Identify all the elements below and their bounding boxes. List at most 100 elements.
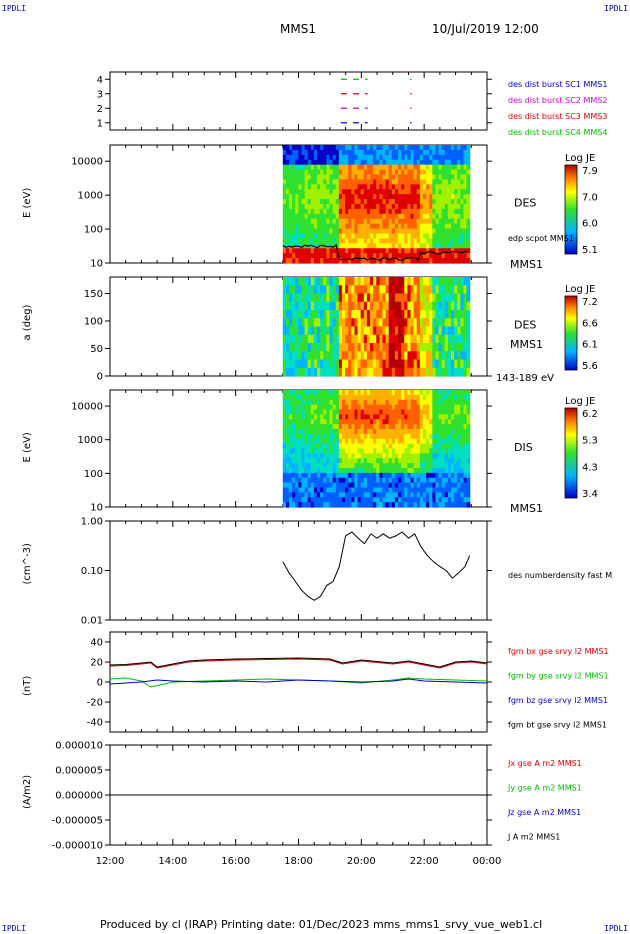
- spectrogram-cell: [391, 359, 396, 369]
- spectrogram-cell: [360, 248, 365, 254]
- spectrogram-cell: [351, 390, 356, 396]
- spectrogram-cell: [419, 438, 424, 445]
- spectrogram-cell: [388, 145, 393, 151]
- spectrogram-cell: [463, 149, 468, 156]
- spectrogram-cell: [360, 164, 365, 171]
- spectrogram-cell: [363, 497, 368, 503]
- spectrogram-cell: [323, 414, 328, 420]
- spectrogram-cell: [401, 164, 405, 171]
- spectrogram-cell: [385, 174, 390, 181]
- spectrogram-cell: [285, 502, 290, 508]
- spectrogram-cell: [410, 169, 415, 176]
- spectrogram-cell: [444, 277, 449, 286]
- spectrogram-cell: [398, 482, 402, 489]
- spectrogram-cell: [379, 169, 384, 176]
- spectrogram-cell: [373, 351, 377, 361]
- spectrogram-cell: [432, 487, 437, 493]
- spectrogram-cell: [419, 433, 424, 440]
- spectrogram-cell: [292, 238, 296, 244]
- spectrogram-cell: [401, 343, 405, 352]
- spectrogram-cell: [338, 233, 343, 240]
- spectrogram-cell: [335, 223, 340, 230]
- spectrogram-cell: [410, 179, 415, 185]
- spectrogram-cell: [373, 149, 377, 156]
- spectrogram-cell: [345, 293, 349, 303]
- spectrogram-cell: [370, 149, 374, 156]
- spectrogram-cell: [429, 487, 433, 493]
- spectrogram-cell: [326, 394, 331, 401]
- spectrogram-cell: [457, 248, 461, 254]
- spectrogram-cell: [345, 482, 349, 489]
- spectrogram-cell: [419, 424, 424, 430]
- spectrogram-cell: [388, 258, 393, 264]
- spectrogram-cell: [463, 429, 468, 435]
- spectrogram-cell: [348, 194, 352, 200]
- spectrogram-cell: [376, 390, 380, 396]
- spectrogram-cell: [404, 223, 409, 230]
- spectrogram-cell: [457, 419, 461, 425]
- spectrogram-cell: [457, 199, 461, 205]
- spectrogram-cell: [460, 390, 465, 396]
- spectrogram-cell: [320, 248, 324, 254]
- spectrogram-cell: [422, 253, 427, 259]
- spectrogram-cell: [426, 477, 430, 484]
- spectrogram-cell: [388, 213, 393, 220]
- spectrogram-cell: [444, 359, 449, 369]
- spectrogram-cell: [289, 463, 293, 469]
- spectrogram-cell: [410, 477, 415, 484]
- spectrogram-cell: [360, 253, 365, 259]
- spectrogram-cell: [388, 233, 393, 240]
- spectrogram-cell: [345, 334, 349, 344]
- spectrogram-cell: [444, 458, 449, 464]
- spectrogram-cell: [292, 453, 296, 459]
- spectrogram-cell: [370, 184, 374, 190]
- spectrogram-cell: [382, 223, 387, 230]
- spectrogram-cell: [329, 194, 334, 200]
- spectrogram-cell: [416, 194, 421, 200]
- spectrogram-cell: [447, 477, 452, 484]
- spectrogram-cell: [329, 399, 334, 406]
- spectrogram-cell: [435, 293, 440, 303]
- spectrogram-cell: [366, 477, 371, 484]
- spectrogram-cell: [363, 293, 368, 303]
- spectrogram-cell: [379, 154, 384, 161]
- spectrogram-cell: [285, 301, 290, 311]
- spectrogram-cell: [426, 293, 430, 303]
- spectrogram-cell: [426, 145, 430, 151]
- spectrogram-cell: [379, 343, 384, 352]
- spectrogram-cell: [313, 310, 318, 319]
- spectrogram-cell: [407, 404, 412, 411]
- spectrogram-cell: [298, 189, 303, 195]
- spectrogram-cell: [391, 233, 396, 240]
- spectrogram-cell: [351, 159, 356, 166]
- spectrogram-cell: [435, 443, 440, 450]
- spectrogram-cell: [335, 174, 340, 181]
- spectrogram-cell: [360, 367, 365, 377]
- spectrogram-cell: [398, 443, 402, 450]
- spectrogram-cell: [366, 301, 371, 311]
- spectrogram-cell: [351, 238, 356, 244]
- spectrogram-cell: [404, 399, 409, 406]
- spectrogram-cell: [413, 169, 418, 176]
- spectrogram-cell: [307, 453, 312, 459]
- spectrogram-cell: [463, 318, 468, 328]
- spectrogram-cell: [422, 429, 427, 435]
- spectrogram-cell: [457, 453, 461, 459]
- spectrogram-cell: [282, 194, 287, 200]
- spectrogram-cell: [332, 390, 337, 396]
- spectrogram-cell: [457, 414, 461, 420]
- spectrogram-cell: [341, 429, 346, 435]
- spectrogram-cell: [338, 258, 343, 264]
- spectrogram-cell: [401, 390, 405, 396]
- spectrogram-cell: [338, 248, 343, 254]
- spectrogram-cell: [363, 477, 368, 484]
- spectrogram-cell: [307, 179, 312, 185]
- spectrogram-cell: [376, 159, 380, 166]
- spectrogram-cell: [410, 277, 415, 286]
- spectrogram-cell: [329, 463, 334, 469]
- spectrogram-cell: [301, 433, 306, 440]
- spectrogram-cell: [320, 390, 324, 396]
- spectrogram-cell: [435, 223, 440, 230]
- spectrogram-cell: [329, 414, 334, 420]
